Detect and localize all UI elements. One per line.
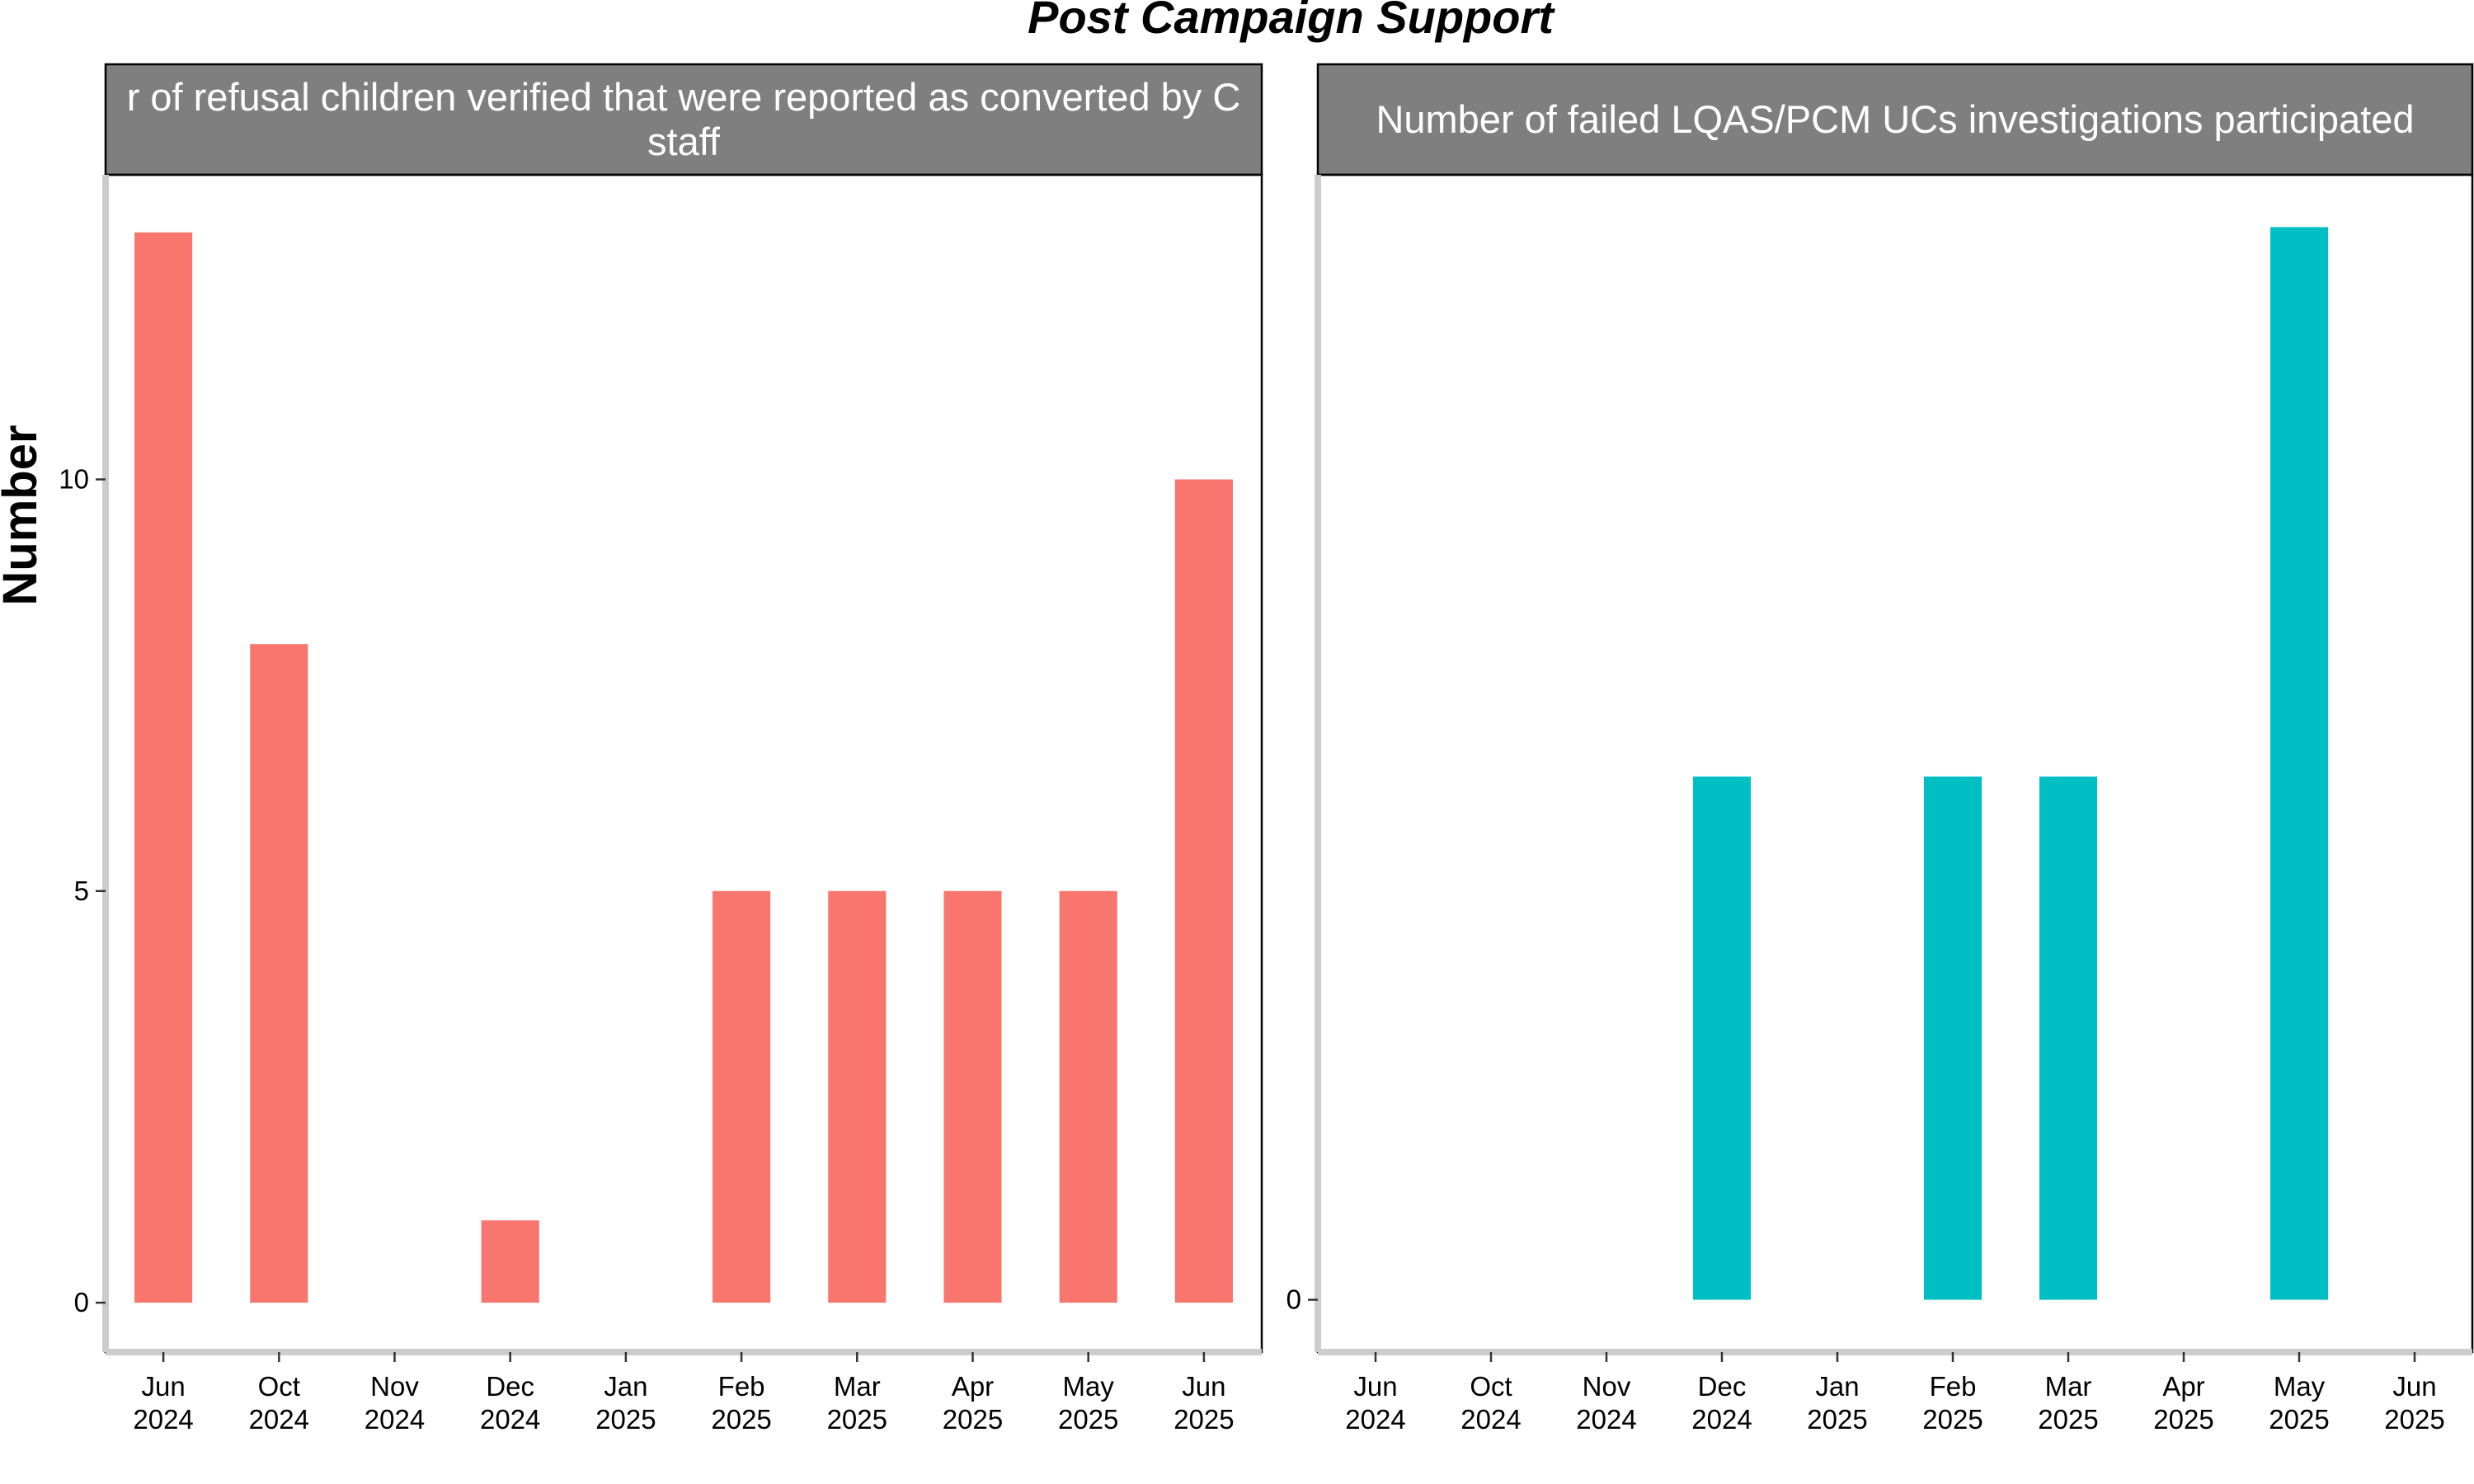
panel-1-y-tick-label: 10 (59, 463, 89, 494)
panel-1-bar (1059, 890, 1117, 1303)
panel-2-x-tick-label: Feb 2025 (1922, 1371, 1982, 1435)
panel-1-bar (713, 890, 771, 1303)
panel-2-x-tick-label: Jun 2025 (2384, 1371, 2444, 1435)
panel-1-bar (134, 232, 193, 1303)
panel-2-x-tick-label: May 2025 (2269, 1371, 2329, 1435)
panel-1-x-tick-label: Apr 2025 (943, 1371, 1003, 1435)
panel-2-bar (1924, 776, 1982, 1300)
panel-2-x-tick-label: Nov 2024 (1576, 1371, 1636, 1435)
panel-1-strip (104, 63, 1263, 176)
panel-1-bar (828, 890, 887, 1303)
panel-1-bar (481, 1220, 539, 1303)
panel-2-x-tick-label: Jun 2024 (1345, 1371, 1405, 1435)
panel-2-strip-title: Number of failed LQAS/PCM UCs investigat… (1376, 97, 2414, 141)
panel-1-x-tick-label: Nov 2024 (365, 1371, 425, 1435)
panel-1-x-tick-label: May 2025 (1058, 1371, 1118, 1435)
panel-1-y-tick-label: 0 (74, 1287, 89, 1317)
panel-1-strip-line-1: r of refusal children verified that were… (127, 75, 1241, 119)
panel-2-bar (2270, 227, 2328, 1300)
y-axis-label: Number (0, 425, 47, 605)
panel-2-bar (2039, 776, 2097, 1300)
panel-2-x-tick-label: Apr 2025 (2153, 1371, 2213, 1435)
panel-2-x-tick-label: Oct 2024 (1460, 1371, 1521, 1435)
panel-2-x-tick-label: Mar 2025 (2038, 1371, 2098, 1435)
panel-2-strip (1316, 63, 2474, 176)
panel-1-bar (943, 890, 1002, 1303)
panel-2-strip-line-1: Number of failed LQAS/PCM UCs investigat… (1376, 97, 2414, 141)
panel-1-strip-title: r of refusal children verified that were… (127, 75, 1241, 163)
panel-1-x-tick-label: Feb 2025 (711, 1371, 771, 1435)
chart-panels: r of refusal children verified that were… (59, 63, 2474, 1435)
chart-title: Post Campaign Support (1028, 0, 1555, 43)
panel-1-bar (250, 644, 308, 1303)
panel-1-x-tick-label: Dec 2024 (480, 1371, 540, 1435)
panel-1-x-tick-label: Mar 2025 (827, 1371, 887, 1435)
panel-1-strip-line-2: staff (647, 120, 721, 163)
panel-1-y-tick-label: 5 (74, 876, 89, 906)
panel-1-x-tick-label: Oct 2024 (249, 1371, 309, 1435)
panel-2-bar (1693, 776, 1751, 1300)
panel-1-x-tick-label: Jan 2025 (595, 1371, 656, 1435)
panel-1-x-tick-label: Jun 2024 (133, 1371, 193, 1435)
panel-1-x-tick-label: Jun 2025 (1174, 1371, 1234, 1435)
panel-1-bar (1174, 479, 1233, 1303)
panel-2-x-tick-label: Dec 2024 (1691, 1371, 1752, 1435)
panel-2-x-tick-label: Jan 2025 (1807, 1371, 1867, 1435)
panel-2-y-tick-label: 0 (1286, 1284, 1301, 1315)
